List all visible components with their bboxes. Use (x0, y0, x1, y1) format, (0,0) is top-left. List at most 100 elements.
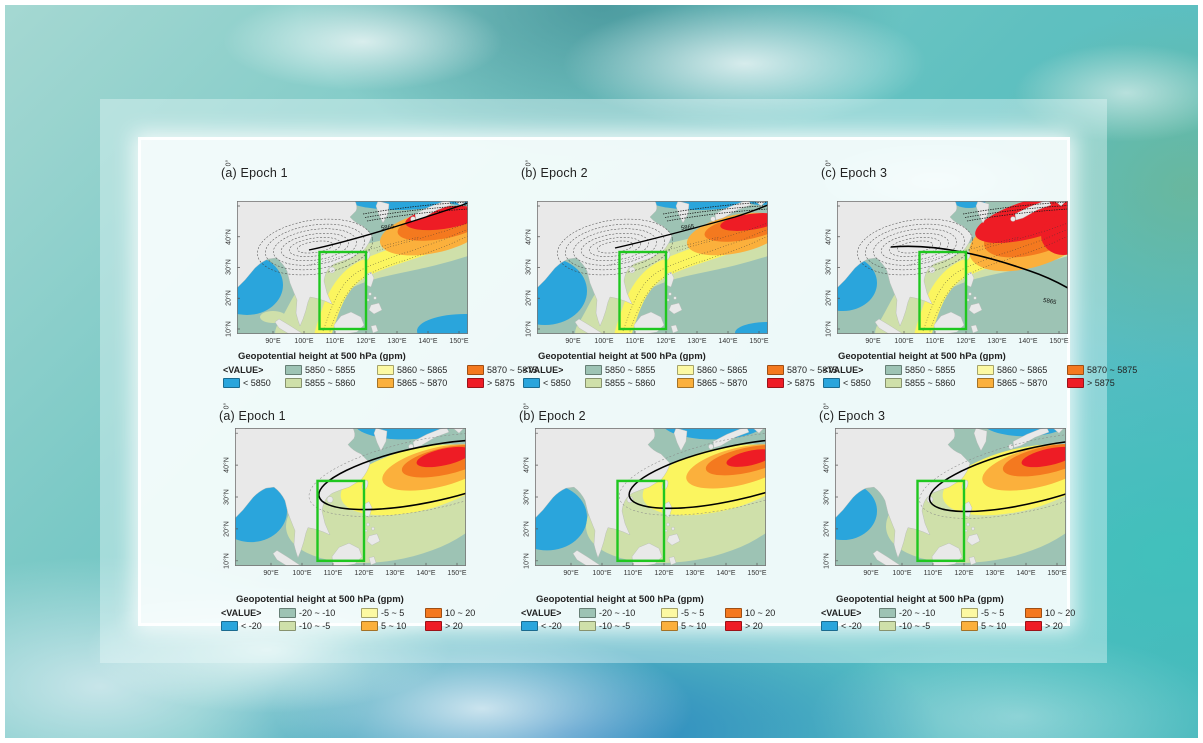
legend-swatch (361, 608, 378, 618)
legend: Geopotential height at 500 hPa (gpm) <VA… (821, 594, 1089, 631)
legend-item: -10 ~ -5 (879, 621, 961, 631)
legend-swatch (285, 365, 302, 375)
x-tick-label: 90°E (563, 570, 579, 577)
legend-swatch (879, 608, 896, 618)
legend-item: < 5850 (823, 378, 885, 388)
legend-swatch (467, 365, 484, 375)
legend-item: 5855 ~ 5860 (285, 378, 377, 388)
legend-item: > 5875 (467, 378, 537, 388)
legend-item: < 5850 (523, 378, 585, 388)
y-tick-label: 40°N (225, 229, 233, 245)
legend-swatch (279, 621, 296, 631)
x-tick-label: 100°E (894, 338, 914, 345)
legend-item: 5855 ~ 5860 (885, 378, 977, 388)
x-axis: 90°E 100°E 110°E 120°E 130°E 140°E 150°E (237, 338, 477, 348)
legend-value-label: <VALUE> (823, 365, 864, 375)
legend-item: -10 ~ -5 (279, 621, 361, 631)
x-tick-label: 110°E (625, 338, 645, 345)
x-tick-label: 100°E (592, 570, 612, 577)
legend-swatch (767, 378, 784, 388)
x-tick-label: 100°E (892, 570, 912, 577)
y-tick-label: 30°N (825, 259, 833, 275)
legend-title: Geopotential height at 500 hPa (gpm) (536, 594, 704, 605)
legend-swatch (523, 378, 540, 388)
legend-item: 5865 ~ 5870 (677, 378, 767, 388)
panel-title: (c) Epoch 3 (819, 409, 886, 423)
y-tick-label: 30°N (525, 259, 533, 275)
x-axis: 90°E 100°E 110°E 120°E 130°E 140°E 150°E (835, 570, 1075, 580)
legend-swatch (585, 378, 602, 388)
y-tick-label: 40°N (825, 229, 833, 245)
x-axis: 90°E 100°E 110°E 120°E 130°E 140°E 150°E (537, 338, 777, 348)
x-tick-label: 110°E (623, 570, 643, 577)
x-tick-label: 120°E (356, 338, 376, 345)
legend-swatch (821, 621, 838, 631)
x-tick-label: 120°E (656, 338, 676, 345)
x-tick-label: 110°E (923, 570, 943, 577)
legend-swatch (425, 608, 442, 618)
legend-item: 5870 ~ 5875 (467, 365, 537, 375)
x-tick-label: 140°E (1018, 338, 1038, 345)
legend-item: 10 ~ 20 (1025, 608, 1089, 618)
legend-title: Geopotential height at 500 hPa (gpm) (238, 351, 406, 362)
legend: Geopotential height at 500 hPa (gpm) <VA… (521, 594, 789, 631)
contour-map-height-epoch-1 (237, 201, 468, 334)
y-tick-label: 20°N (825, 290, 833, 306)
x-tick-label: 100°E (292, 570, 312, 577)
panel-anomaly-epoch-2: (b) Epoch 2 40°N 30°N 20°N 10°N 0° (503, 403, 793, 642)
legend: Geopotential height at 500 hPa (gpm) <VA… (223, 351, 537, 388)
legend-item: 5 ~ 10 (961, 621, 1025, 631)
legend-item: 5860 ~ 5865 (977, 365, 1067, 375)
y-tick-label: 0° (225, 159, 233, 167)
legend-value-label: <VALUE> (523, 365, 564, 375)
x-tick-label: 150°E (1047, 570, 1067, 577)
y-tick-label: 40°N (523, 457, 531, 473)
legend-value-label: <VALUE> (821, 608, 862, 618)
x-tick-label: 90°E (565, 338, 581, 345)
y-tick-label: 10°N (525, 321, 533, 337)
y-tick-label: 30°N (225, 259, 233, 275)
panel-height-epoch-2: (b) Epoch 2 40°N 30°N 20°N 10°N 0° (505, 160, 837, 399)
x-tick-label: 130°E (687, 338, 707, 345)
y-tick-label: 40°N (525, 229, 533, 245)
x-tick-label: 110°E (925, 338, 945, 345)
x-tick-label: 120°E (654, 570, 674, 577)
x-tick-label: 130°E (387, 338, 407, 345)
legend-swatch (977, 378, 994, 388)
x-tick-label: 120°E (954, 570, 974, 577)
x-tick-label: 110°E (323, 570, 343, 577)
legend-swatch (725, 621, 742, 631)
x-tick-label: 100°E (294, 338, 314, 345)
y-tick-label: 30°N (223, 489, 231, 505)
legend-item: -20 ~ -10 (879, 608, 961, 618)
x-tick-label: 90°E (863, 570, 879, 577)
x-tick-label: 140°E (1016, 570, 1036, 577)
legend-item: > 5875 (767, 378, 837, 388)
legend-item: -20 ~ -10 (579, 608, 661, 618)
legend-swatch (977, 365, 994, 375)
legend-item: > 20 (425, 621, 489, 631)
legend: Geopotential height at 500 hPa (gpm) <VA… (823, 351, 1137, 388)
legend-title: Geopotential height at 500 hPa (gpm) (236, 594, 404, 605)
legend-swatch (823, 378, 840, 388)
legend-item: -10 ~ -5 (579, 621, 661, 631)
x-tick-label: 130°E (987, 338, 1007, 345)
legend-swatch (361, 621, 378, 631)
legend-title: Geopotential height at 500 hPa (gpm) (836, 594, 1004, 605)
legend-swatch (961, 621, 978, 631)
y-tick-label: 0° (823, 402, 831, 410)
x-tick-label: 150°E (747, 570, 767, 577)
legend-value-label: <VALUE> (221, 608, 262, 618)
legend-swatch (285, 378, 302, 388)
x-tick-label: 140°E (718, 338, 738, 345)
legend-swatch (879, 621, 896, 631)
y-tick-label: 10°N (225, 321, 233, 337)
legend-swatch (661, 608, 678, 618)
x-tick-label: 120°E (354, 570, 374, 577)
x-axis: 90°E 100°E 110°E 120°E 130°E 140°E 150°E (837, 338, 1077, 348)
x-tick-label: 150°E (447, 570, 467, 577)
legend-swatch (377, 378, 394, 388)
figure-board: (a) Epoch 1 40°N 30°N 20°N 10°N 0° (141, 140, 1137, 631)
legend-item: 10 ~ 20 (725, 608, 789, 618)
